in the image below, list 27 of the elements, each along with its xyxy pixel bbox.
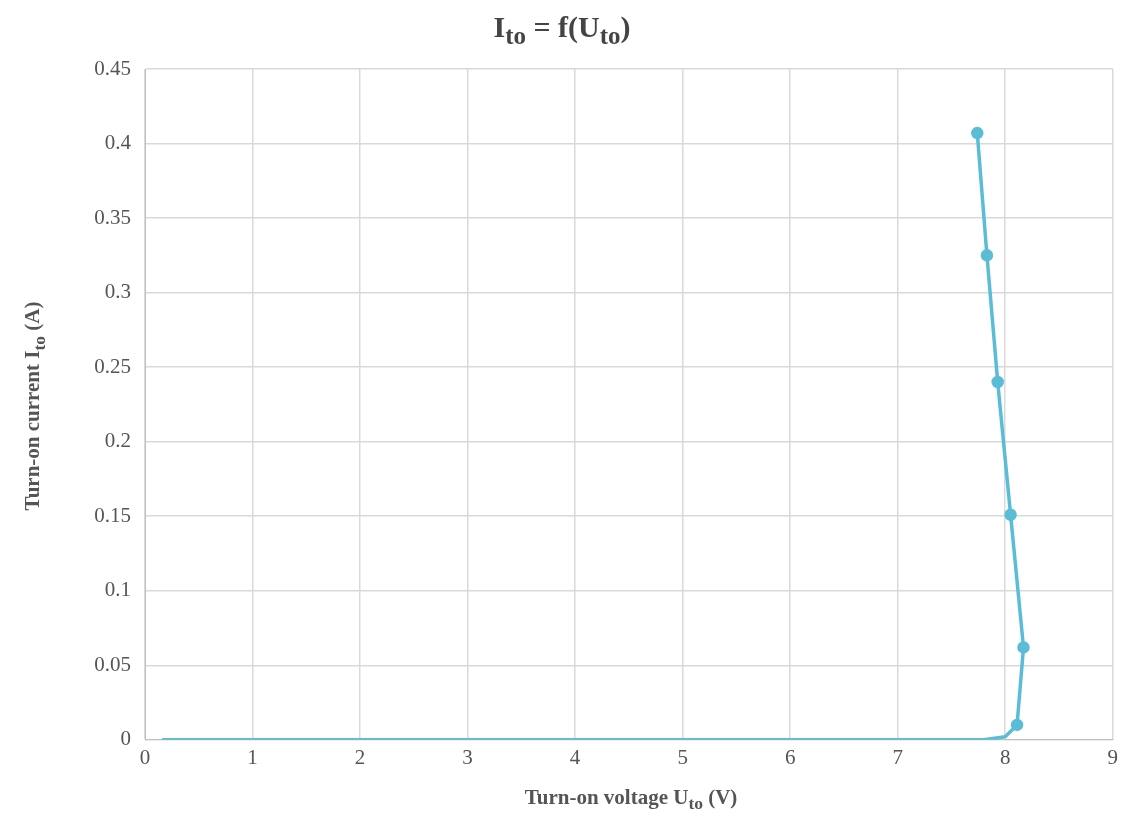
- x-tick-label: 0: [139, 744, 151, 769]
- x-tick-label: 5: [677, 744, 688, 769]
- chart-title: I$_{to}$ = f(U$_{to}$): [492, 10, 632, 50]
- y-tick-label: 0.35: [94, 204, 131, 229]
- y-tick-label: 0.45: [94, 55, 131, 80]
- y-tick-label: 0.3: [104, 279, 131, 304]
- y-tick-label: 0.15: [94, 502, 131, 527]
- point: [991, 375, 1004, 389]
- y-tick-label: 0.05: [94, 651, 131, 676]
- point: [1004, 508, 1017, 521]
- x-tick-label: 2: [354, 744, 366, 769]
- y-tick-label: 0.25: [94, 353, 131, 378]
- x-axis-title: Turn-on voltage U$_{to}$ (V): [523, 785, 739, 815]
- x-tick-label: 3: [462, 744, 473, 769]
- x-tick-label: 6: [784, 744, 796, 769]
- point: [1017, 641, 1030, 654]
- point: [971, 126, 984, 140]
- x-tick-label: 1: [247, 744, 258, 769]
- y-tick-label: 0.1: [104, 577, 131, 602]
- point: [980, 249, 994, 262]
- x-tick-label: 9: [1107, 744, 1118, 769]
- y-tick-label: 0: [120, 726, 131, 751]
- x-tick-label: 7: [892, 744, 903, 769]
- x-tick-label: 4: [569, 744, 581, 769]
- x-tick-label: 8: [999, 744, 1011, 769]
- y-tick-label: 0.2: [104, 428, 131, 453]
- y-tick-label: 0.4: [104, 130, 132, 155]
